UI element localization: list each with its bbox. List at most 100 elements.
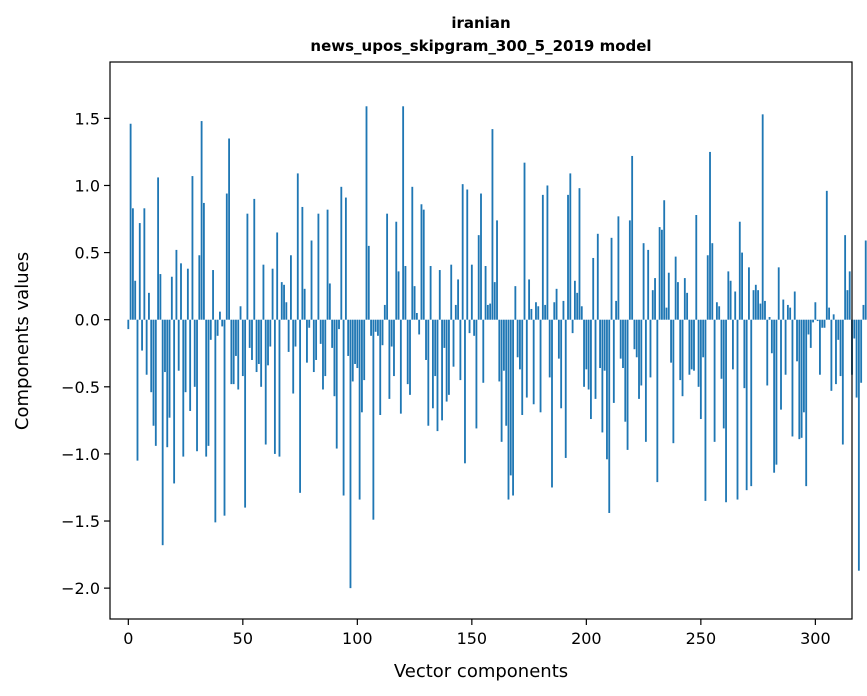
bar xyxy=(832,314,835,320)
bar xyxy=(633,319,636,350)
bar xyxy=(823,319,826,328)
bar xyxy=(170,276,173,320)
bar xyxy=(784,319,787,375)
x-axis-ticks: 0 50 100 150 200 250 300 xyxy=(123,619,831,648)
bar xyxy=(296,173,299,320)
bar xyxy=(725,319,727,503)
bar xyxy=(720,319,723,379)
bar xyxy=(148,292,150,320)
bar xyxy=(798,319,801,440)
bar xyxy=(654,278,656,320)
bar xyxy=(819,319,821,375)
bar xyxy=(775,319,778,465)
bar xyxy=(686,292,689,320)
bar xyxy=(532,319,535,405)
bar xyxy=(342,319,345,496)
bar xyxy=(168,319,171,418)
bar xyxy=(207,319,210,446)
bar xyxy=(734,291,737,320)
bar xyxy=(562,300,565,320)
bar xyxy=(461,184,464,320)
bar xyxy=(715,302,718,320)
bar xyxy=(509,319,512,476)
bar xyxy=(459,319,462,381)
y-tick-label: −1.0 xyxy=(61,445,100,464)
bar xyxy=(796,319,798,362)
bar xyxy=(677,282,679,320)
bar xyxy=(578,188,581,320)
bar xyxy=(567,194,569,320)
bar xyxy=(473,319,476,336)
bar xyxy=(131,208,134,320)
bar xyxy=(159,274,162,320)
bar xyxy=(193,319,196,387)
bar xyxy=(697,319,700,387)
bar xyxy=(397,271,400,320)
bar xyxy=(548,319,551,378)
bar xyxy=(361,319,363,413)
bar xyxy=(186,268,189,320)
bar xyxy=(521,319,524,415)
bar xyxy=(757,290,760,320)
bar xyxy=(667,272,670,320)
bar xyxy=(786,304,789,320)
bar xyxy=(674,256,677,320)
bar xyxy=(367,245,370,320)
bar xyxy=(182,319,185,457)
bar xyxy=(315,319,318,360)
bar xyxy=(679,319,682,381)
bar xyxy=(699,319,702,420)
bar xyxy=(672,319,675,444)
bar xyxy=(539,319,542,413)
bar xyxy=(141,319,143,351)
bar xyxy=(161,319,164,546)
bar xyxy=(622,319,624,369)
bar xyxy=(290,255,292,320)
bar xyxy=(661,229,663,320)
bar xyxy=(443,319,446,348)
bar xyxy=(812,319,814,323)
bar xyxy=(395,221,398,320)
bar xyxy=(191,176,194,320)
bar xyxy=(564,319,567,458)
bar xyxy=(136,319,139,461)
bar-series xyxy=(127,106,867,589)
bar xyxy=(773,319,776,473)
bar xyxy=(466,189,469,320)
bar xyxy=(617,216,620,320)
bar xyxy=(759,303,762,320)
bar xyxy=(709,151,711,320)
bar xyxy=(862,304,865,320)
bar xyxy=(388,319,391,399)
bar xyxy=(436,319,439,432)
bar xyxy=(232,319,235,385)
bar xyxy=(585,319,588,370)
bar xyxy=(631,155,634,320)
bar xyxy=(175,249,178,320)
bar xyxy=(219,311,221,320)
bar xyxy=(551,319,553,488)
bar xyxy=(363,319,366,381)
bar xyxy=(390,319,393,347)
bar xyxy=(322,319,324,390)
plot-frame xyxy=(109,61,853,620)
bar xyxy=(237,319,240,390)
bar xyxy=(761,114,764,320)
bar xyxy=(427,319,430,426)
bar xyxy=(283,284,285,320)
bar xyxy=(493,282,496,320)
bar xyxy=(273,319,276,454)
bar xyxy=(624,319,627,422)
bar xyxy=(814,302,817,320)
bar xyxy=(528,279,531,320)
bar xyxy=(202,202,205,320)
bar xyxy=(418,319,421,335)
bar xyxy=(729,280,732,320)
x-tick-label: 200 xyxy=(571,629,602,648)
bar xyxy=(429,266,432,320)
bar xyxy=(292,319,295,394)
bar xyxy=(741,252,743,320)
bar xyxy=(235,319,237,356)
bar xyxy=(164,319,166,373)
